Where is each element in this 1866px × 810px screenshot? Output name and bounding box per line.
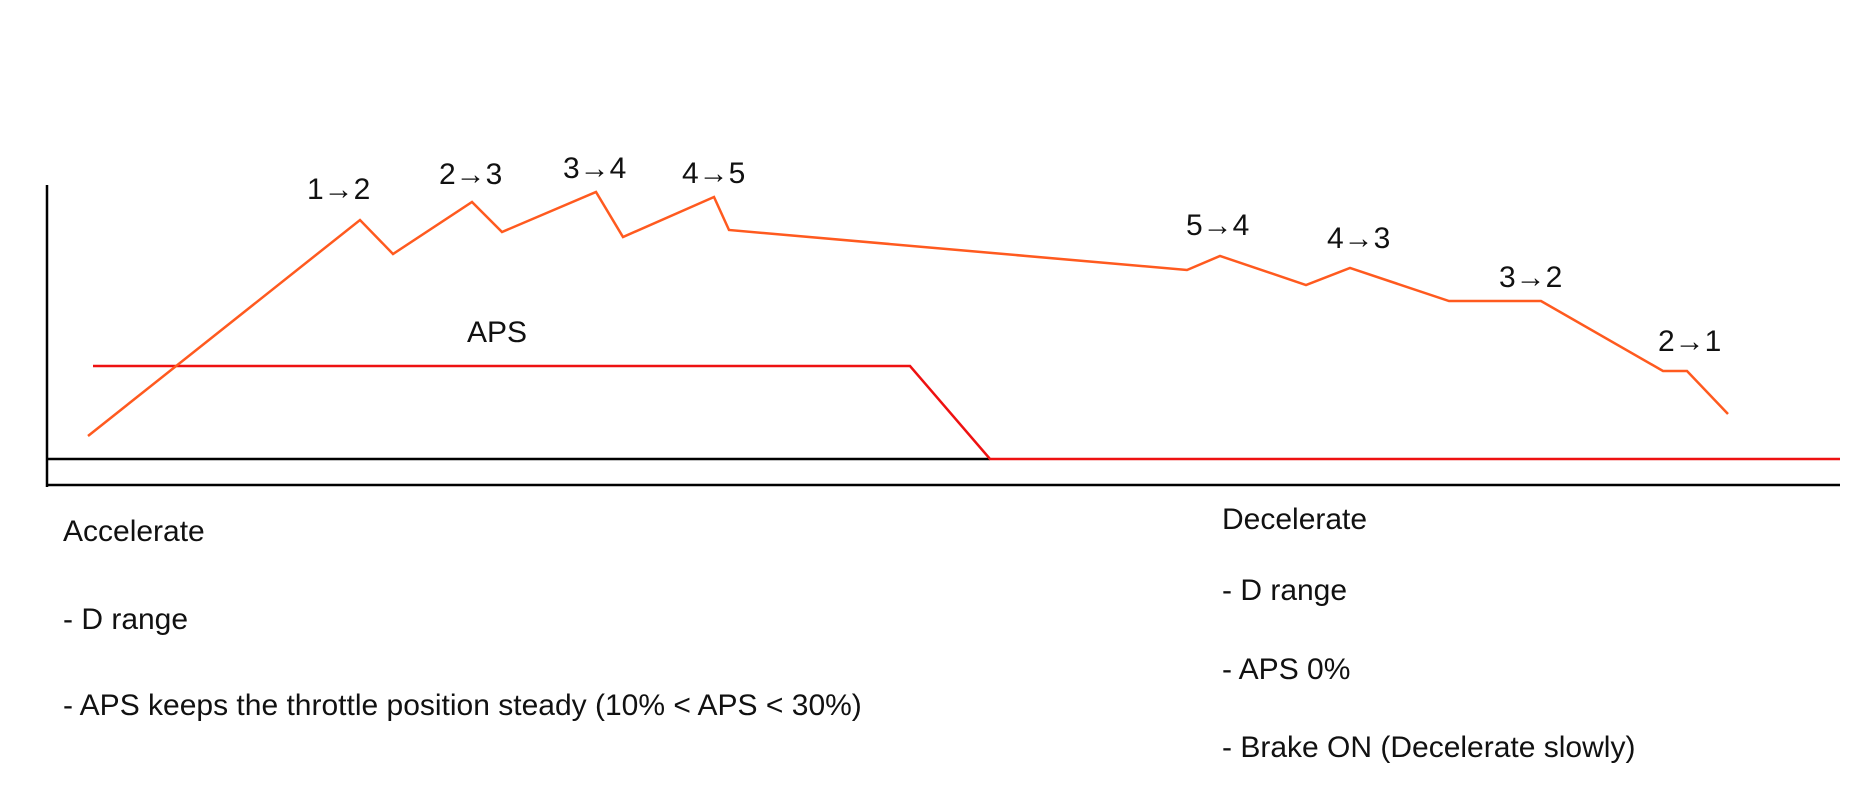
accelerate-item-aps: - APS keeps the throttle position steady… (63, 689, 862, 722)
shift-label-5-4: 5→4 (1186, 209, 1249, 242)
shift-label-1-2: 1→2 (307, 173, 370, 206)
decelerate-item-aps: - APS 0% (1222, 653, 1351, 686)
decelerate-title: Decelerate (1222, 503, 1368, 536)
shift-label-4-5: 4→5 (682, 157, 745, 190)
aps-label: APS (467, 316, 527, 349)
speed-line (87, 190, 1729, 437)
accelerate-title: Accelerate (63, 515, 205, 548)
shift-label-2-3: 2→3 (439, 158, 502, 191)
shift-label-3-2: 3→2 (1499, 261, 1562, 294)
aps-line (93, 364, 1840, 461)
decelerate-item-d-range: - D range (1222, 574, 1348, 607)
decelerate-item-brake: - Brake ON (Decelerate slowly) (1222, 731, 1636, 764)
shift-label-4-3: 4→3 (1327, 222, 1390, 255)
shift-label-2-1: 2→1 (1658, 325, 1721, 358)
shift-label-3-4: 3→4 (563, 152, 626, 185)
accelerate-item-d-range: - D range (63, 603, 189, 636)
